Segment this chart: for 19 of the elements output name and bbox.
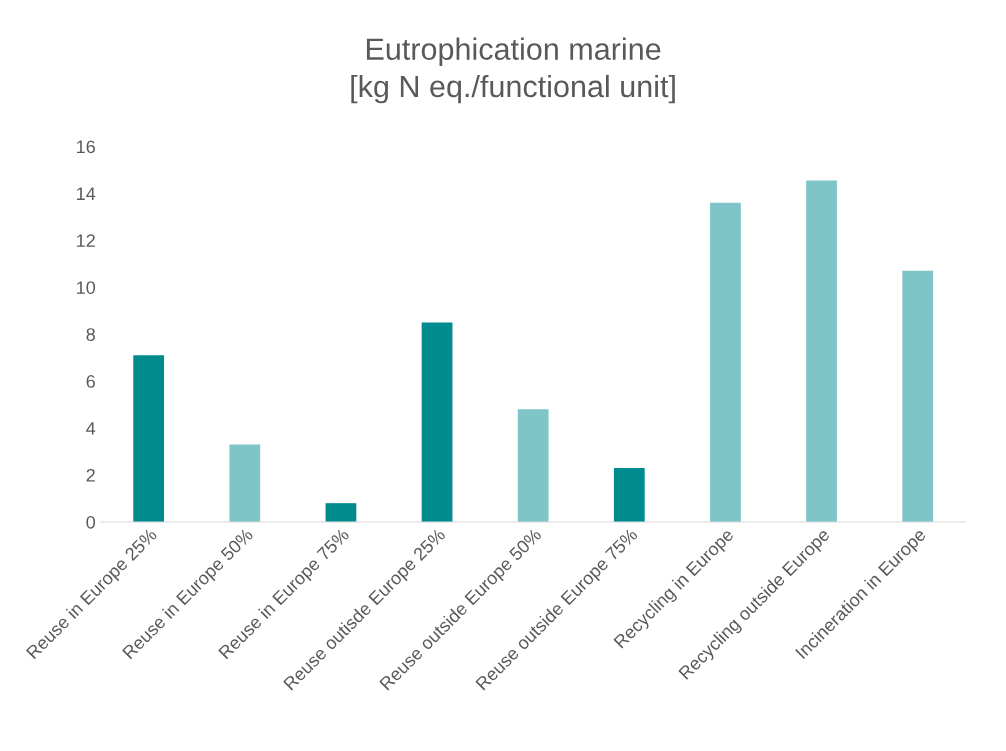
y-tick-label: 8 xyxy=(86,328,95,341)
y-tick-label: 16 xyxy=(77,140,95,154)
bar xyxy=(613,467,645,522)
bar xyxy=(133,355,165,522)
y-tick-label: 6 xyxy=(86,375,95,388)
y-tick-label: 2 xyxy=(86,468,95,482)
bar xyxy=(517,409,549,522)
bar xyxy=(421,322,453,522)
bar xyxy=(325,503,357,522)
y-tick-label: 14 xyxy=(77,187,96,200)
bar xyxy=(710,202,741,522)
y-tick-label: 12 xyxy=(77,234,95,247)
y-tick-label: 0 xyxy=(86,515,96,529)
bar xyxy=(806,180,837,522)
y-tick-label: 4 xyxy=(86,422,96,435)
y-tick-label: 10 xyxy=(77,281,96,294)
bar xyxy=(229,444,261,522)
chart-title: Eutrophication marine [kg N eq./functional unit] xyxy=(351,37,675,104)
bar xyxy=(902,270,934,522)
